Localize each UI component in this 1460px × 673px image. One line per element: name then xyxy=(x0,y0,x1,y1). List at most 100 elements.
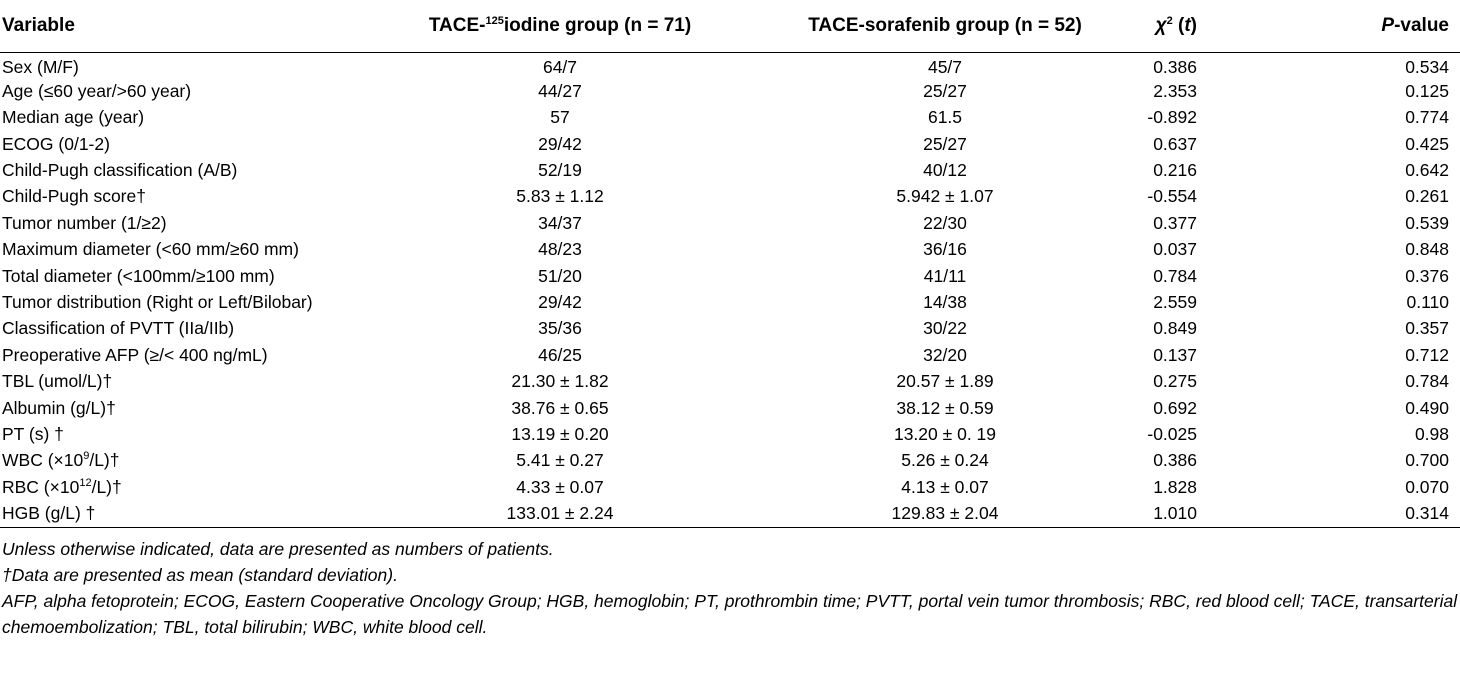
cell-tace-sorafenib: 61.5 xyxy=(927,107,963,128)
cell-variable: PT (s) † xyxy=(2,423,64,444)
header-statistic: χ2 (t) xyxy=(1155,14,1197,36)
table-row: Total diameter (<100mm/≥100 mm) 51/20 41/1… xyxy=(0,263,1460,289)
cell-tace-iodine: 48/23 xyxy=(538,239,582,260)
cell-p-value: 0.784 xyxy=(1405,371,1449,392)
cell-tace-iodine: 57 xyxy=(550,107,570,128)
cell-tace-sorafenib: 4.13 ± 0.07 xyxy=(901,476,989,497)
table-row: Median age (year) 57 61.5 -0.892 0.774 xyxy=(0,105,1460,131)
cell-variable: RBC (×1012/L)† xyxy=(2,476,122,497)
table-footnotes: Unless otherwise indicated, data are pre… xyxy=(0,527,1460,640)
cell-tace-iodine: 38.76 ± 0.65 xyxy=(511,397,609,418)
cell-p-value: 0.070 xyxy=(1405,476,1449,497)
cell-statistic: 0.377 xyxy=(1153,212,1197,233)
cell-tace-iodine: 34/37 xyxy=(538,212,582,233)
footnote-patients: Unless otherwise indicated, data are pre… xyxy=(2,539,554,560)
header-p-value: P-value xyxy=(1381,14,1449,36)
cell-tace-iodine: 29/42 xyxy=(538,291,582,312)
cell-variable: Child-Pugh score† xyxy=(2,186,146,207)
cell-statistic: -0.554 xyxy=(1147,186,1197,207)
cell-tace-iodine: 5.41 ± 0.27 xyxy=(516,450,604,471)
cell-variable: Sex (M/F) xyxy=(2,56,79,77)
cell-variable: WBC (×109/L)† xyxy=(2,450,120,471)
table-row: Tumor number (1/≥2) 34/37 22/30 0.377 0.539 xyxy=(0,210,1460,236)
cell-statistic: 0.386 xyxy=(1153,56,1197,77)
cell-statistic: 0.637 xyxy=(1153,133,1197,154)
table-row: PT (s) † 13.19 ± 0.20 13.20 ± 0. 19 -0.025 0… xyxy=(0,421,1460,447)
cell-p-value: 0.700 xyxy=(1405,450,1449,471)
cell-statistic: -0.892 xyxy=(1147,107,1197,128)
cell-variable: ECOG (0/1-2) xyxy=(2,133,110,154)
cell-variable: Classification of PVTT (IIa/IIb) xyxy=(2,318,235,339)
cell-p-value: 0.376 xyxy=(1405,265,1449,286)
cell-p-value: 0.534 xyxy=(1405,56,1449,77)
cell-tace-sorafenib: 41/11 xyxy=(923,265,967,286)
cell-p-value: 0.539 xyxy=(1405,212,1449,233)
cell-variable: Tumor distribution (Right or Left/Biloba… xyxy=(2,291,313,312)
cell-tace-sorafenib: 32/20 xyxy=(923,344,967,365)
cell-p-value: 0.490 xyxy=(1405,397,1449,418)
cell-statistic: 1.010 xyxy=(1153,503,1197,524)
cell-statistic: 0.849 xyxy=(1153,318,1197,339)
cell-tace-sorafenib: 25/27 xyxy=(923,80,967,101)
table-row: ECOG (0/1-2) 29/42 25/27 0.637 0.425 xyxy=(0,131,1460,157)
cell-p-value: 0.261 xyxy=(1405,186,1449,207)
cell-statistic: 1.828 xyxy=(1153,476,1197,497)
cell-variable: Total diameter (<100mm/≥100 mm) xyxy=(2,265,275,286)
footnote-mean: †Data are presented as mean (standard de… xyxy=(2,565,398,586)
cell-variable: TBL (umol/L)† xyxy=(2,371,113,392)
cell-tace-sorafenib: 14/38 xyxy=(923,291,967,312)
cell-tace-iodine: 4.33 ± 0.07 xyxy=(516,476,604,497)
cell-p-value: 0.110 xyxy=(1406,291,1450,312)
table-header-row: Variable TACE-125iodine group (n = 71) T… xyxy=(0,0,1460,52)
cell-tace-sorafenib: 30/22 xyxy=(923,318,967,339)
cell-tace-iodine: 52/19 xyxy=(538,160,582,180)
header-variable: Variable xyxy=(2,14,75,36)
cell-tace-sorafenib: 25/27 xyxy=(923,133,967,154)
cell-tace-iodine: 13.19 ± 0.20 xyxy=(511,423,609,444)
table-row: Preoperative AFP (≥/< 400 ng/mL) 46/25 32/… xyxy=(0,342,1460,368)
cell-tace-sorafenib: 129.83 ± 2.04 xyxy=(891,503,999,524)
table-body: Sex (M/F) 64/7 45/7 0.386 0.534 Age (≤60 year… xyxy=(0,52,1460,527)
header-tace-sorafenib-group: TACE-sorafenib group (n = 52) xyxy=(808,14,1082,36)
cell-p-value: 0.642 xyxy=(1405,160,1449,180)
table-row: Tumor distribution (Right or Left/Biloba… xyxy=(0,290,1460,316)
cell-statistic: -0.025 xyxy=(1147,423,1197,444)
table-row: WBC (×109/L)† 5.41 ± 0.27 5.26 ± 0.24 0.386… xyxy=(0,448,1460,474)
cell-variable: HGB (g/L) † xyxy=(2,503,96,524)
cell-tace-sorafenib: 45/7 xyxy=(927,56,963,77)
table-row: Sex (M/F) 64/7 45/7 0.386 0.534 xyxy=(0,52,1460,78)
cell-variable: Median age (year) xyxy=(2,107,145,128)
cell-statistic: 0.386 xyxy=(1153,450,1197,471)
cell-tace-sorafenib: 22/30 xyxy=(923,212,967,233)
cell-statistic: 0.275 xyxy=(1153,371,1197,392)
cell-tace-sorafenib: 5.26 ± 0.24 xyxy=(901,450,989,471)
cell-tace-iodine: 5.83 ± 1.12 xyxy=(516,186,604,207)
cell-p-value: 0.98 xyxy=(1414,423,1449,444)
cell-p-value: 0.848 xyxy=(1405,239,1449,260)
cell-variable: Preoperative AFP (≥/< 400 ng/mL) xyxy=(2,344,268,365)
table-row: Child-Pugh score† 5.83 ± 1.12 5.942 ± 1.07… xyxy=(0,184,1460,210)
cell-statistic: 2.559 xyxy=(1153,291,1197,312)
cell-statistic: 0.692 xyxy=(1153,397,1197,418)
cell-tace-iodine: 46/25 xyxy=(538,344,582,365)
table-row: HGB (g/L) † 133.01 ± 2.24 129.83 ± 2.04 1.0… xyxy=(0,501,1460,527)
table-row: Age (≤60 year/>60 year) 44/27 25/27 2.353 0.… xyxy=(0,78,1460,104)
cell-p-value: 0.774 xyxy=(1405,107,1449,128)
cell-tace-sorafenib: 13.20 ± 0. 19 xyxy=(893,423,997,444)
cell-statistic: 2.353 xyxy=(1153,80,1197,101)
cell-tace-sorafenib: 5.942 ± 1.07 xyxy=(896,186,994,207)
cell-variable: Age (≤60 year/>60 year) xyxy=(2,80,192,101)
cell-tace-sorafenib: 40/12 xyxy=(923,160,967,180)
cell-tace-sorafenib: 38.12 ± 0.59 xyxy=(896,397,994,418)
cell-tace-iodine: 133.01 ± 2.24 xyxy=(506,503,614,524)
cell-tace-iodine: 44/27 xyxy=(538,80,582,101)
cell-p-value: 0.314 xyxy=(1405,503,1449,524)
table-row: Maximum diameter (<60 mm/≥60 mm) 48/23 36/… xyxy=(0,237,1460,263)
cell-tace-iodine: 35/36 xyxy=(538,318,582,339)
cell-variable: Albumin (g/L)† xyxy=(2,397,116,418)
cell-tace-sorafenib: 20.57 ± 1.89 xyxy=(896,371,994,392)
table-row: Albumin (g/L)† 38.76 ± 0.65 38.12 ± 0.59 0.… xyxy=(0,395,1460,421)
cell-p-value: 0.357 xyxy=(1405,318,1449,339)
cell-tace-iodine: 51/20 xyxy=(538,265,582,286)
